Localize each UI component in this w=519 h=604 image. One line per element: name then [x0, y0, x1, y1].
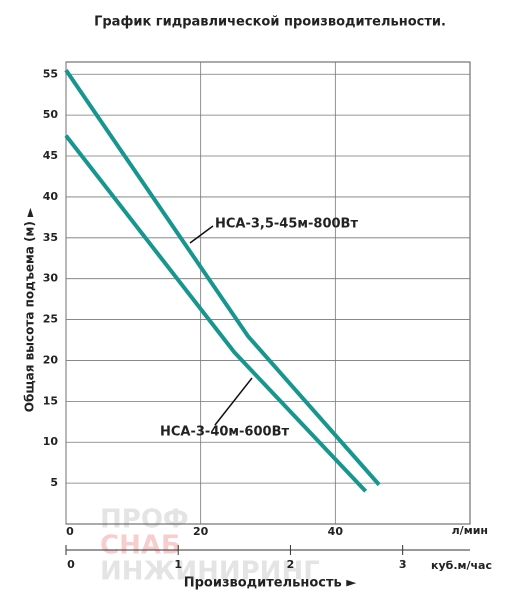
- leader-line: [214, 377, 253, 426]
- x2-tick-label: 3: [399, 558, 407, 571]
- y-tick-label: 10: [43, 435, 59, 448]
- y-tick-label: 45: [43, 149, 58, 162]
- series-line: [64, 134, 368, 493]
- chart-title: График гидравлической производительности…: [94, 15, 446, 30]
- y-tick-label: 40: [43, 190, 59, 203]
- y-tick-label: 5: [50, 476, 58, 489]
- y-tick-label: 30: [43, 272, 59, 285]
- y-tick-label: 50: [43, 108, 59, 121]
- x-tick-label: 40: [328, 525, 344, 538]
- leader-line: [189, 225, 214, 244]
- watermark-text: СНАБ: [100, 531, 181, 561]
- watermark-text: ИНЖИНИРИНГ: [100, 557, 320, 587]
- y-tick-label: 55: [43, 67, 58, 80]
- y-tick-label: 15: [43, 394, 58, 407]
- x2-unit: куб.м/час: [431, 559, 492, 572]
- y-tick-label: 25: [43, 313, 58, 326]
- series-label: НСА-3,5-45м-800Вт: [215, 217, 358, 232]
- y-tick-label: 35: [43, 231, 58, 244]
- x2-tick-label: 0: [67, 558, 75, 571]
- x-unit: л/мин: [452, 524, 488, 537]
- watermark-text: ПРОФ: [100, 505, 189, 535]
- y-tick-label: 20: [43, 353, 59, 366]
- x-tick-label: 20: [193, 525, 209, 538]
- series-line: [64, 69, 381, 487]
- plot-frame: [65, 61, 471, 525]
- x-tick-label: 0: [66, 525, 74, 538]
- watermark: ПРОФ СНАБ ИНЖИНИРИНГ: [100, 505, 320, 587]
- series-label: НСА-3-40м-600Вт: [160, 425, 289, 440]
- x2-tick-label: 2: [287, 558, 295, 571]
- x-axis-label: Производительность ►: [184, 576, 357, 591]
- x2-tick-label: 1: [174, 558, 182, 571]
- y-axis-label: Общая высота подъема (м) ►: [23, 207, 37, 412]
